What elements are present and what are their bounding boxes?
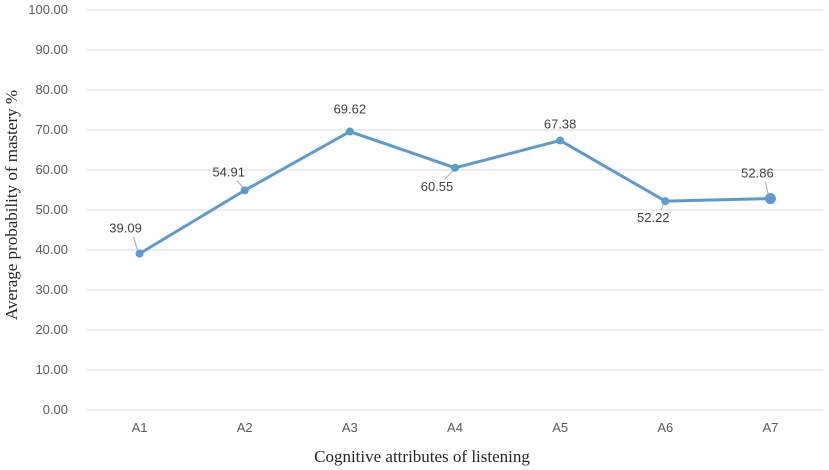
leader-line — [236, 180, 244, 188]
x-tick-label: A5 — [552, 420, 568, 435]
y-tick-label: 30.00 — [35, 282, 68, 297]
y-tick-label: 70.00 — [35, 122, 68, 137]
y-tick-label: 0.00 — [43, 402, 68, 417]
x-tick-label: A4 — [447, 420, 463, 435]
y-tick-label: 40.00 — [35, 242, 68, 257]
data-point — [240, 186, 249, 195]
x-tick-label: A2 — [237, 420, 253, 435]
data-label: 52.22 — [637, 210, 670, 225]
data-label: 52.86 — [741, 166, 774, 181]
data-point — [764, 193, 776, 205]
data-point — [556, 136, 565, 145]
leader-line — [660, 203, 664, 211]
data-label: 67.38 — [544, 116, 577, 131]
y-tick-label: 50.00 — [35, 202, 68, 217]
data-point — [135, 249, 144, 258]
x-axis-ticks: A1 A2 A3 A4 A5 A6 A7 — [132, 420, 779, 435]
y-tick-label: 80.00 — [35, 82, 68, 97]
series-line — [138, 130, 772, 256]
y-tick-label: 20.00 — [35, 322, 68, 337]
leader-line — [764, 181, 769, 196]
data-label: 39.09 — [109, 221, 142, 236]
data-point — [451, 163, 459, 172]
x-tick-label: A1 — [132, 420, 148, 435]
x-tick-label: A6 — [657, 420, 673, 435]
x-axis-title: Cognitive attributes of listening — [314, 447, 530, 466]
gridlines — [87, 9, 823, 411]
x-tick-label: A7 — [762, 420, 778, 435]
leader-line — [133, 236, 139, 251]
y-tick-label: 10.00 — [35, 362, 68, 377]
y-tick-label: 100.00 — [28, 2, 68, 17]
leader-line — [444, 170, 454, 180]
y-axis-ticks: 0.00 10.00 20.00 30.00 40.00 50.00 60.00 70.00 8… — [28, 2, 68, 417]
y-axis-title: Average probability of mastery % — [2, 90, 21, 320]
data-labels: 39.09 54.91 69.62 60.55 67.38 52.22 52.86 — [109, 102, 774, 251]
x-tick-label: A3 — [342, 420, 358, 435]
series — [135, 127, 776, 258]
data-label: 54.91 — [212, 164, 245, 179]
data-point — [345, 127, 354, 136]
y-tick-label: 90.00 — [35, 42, 68, 57]
data-label: 69.62 — [334, 102, 367, 117]
y-tick-label: 60.00 — [35, 162, 68, 177]
data-point — [661, 197, 670, 206]
data-label: 60.55 — [421, 179, 454, 194]
